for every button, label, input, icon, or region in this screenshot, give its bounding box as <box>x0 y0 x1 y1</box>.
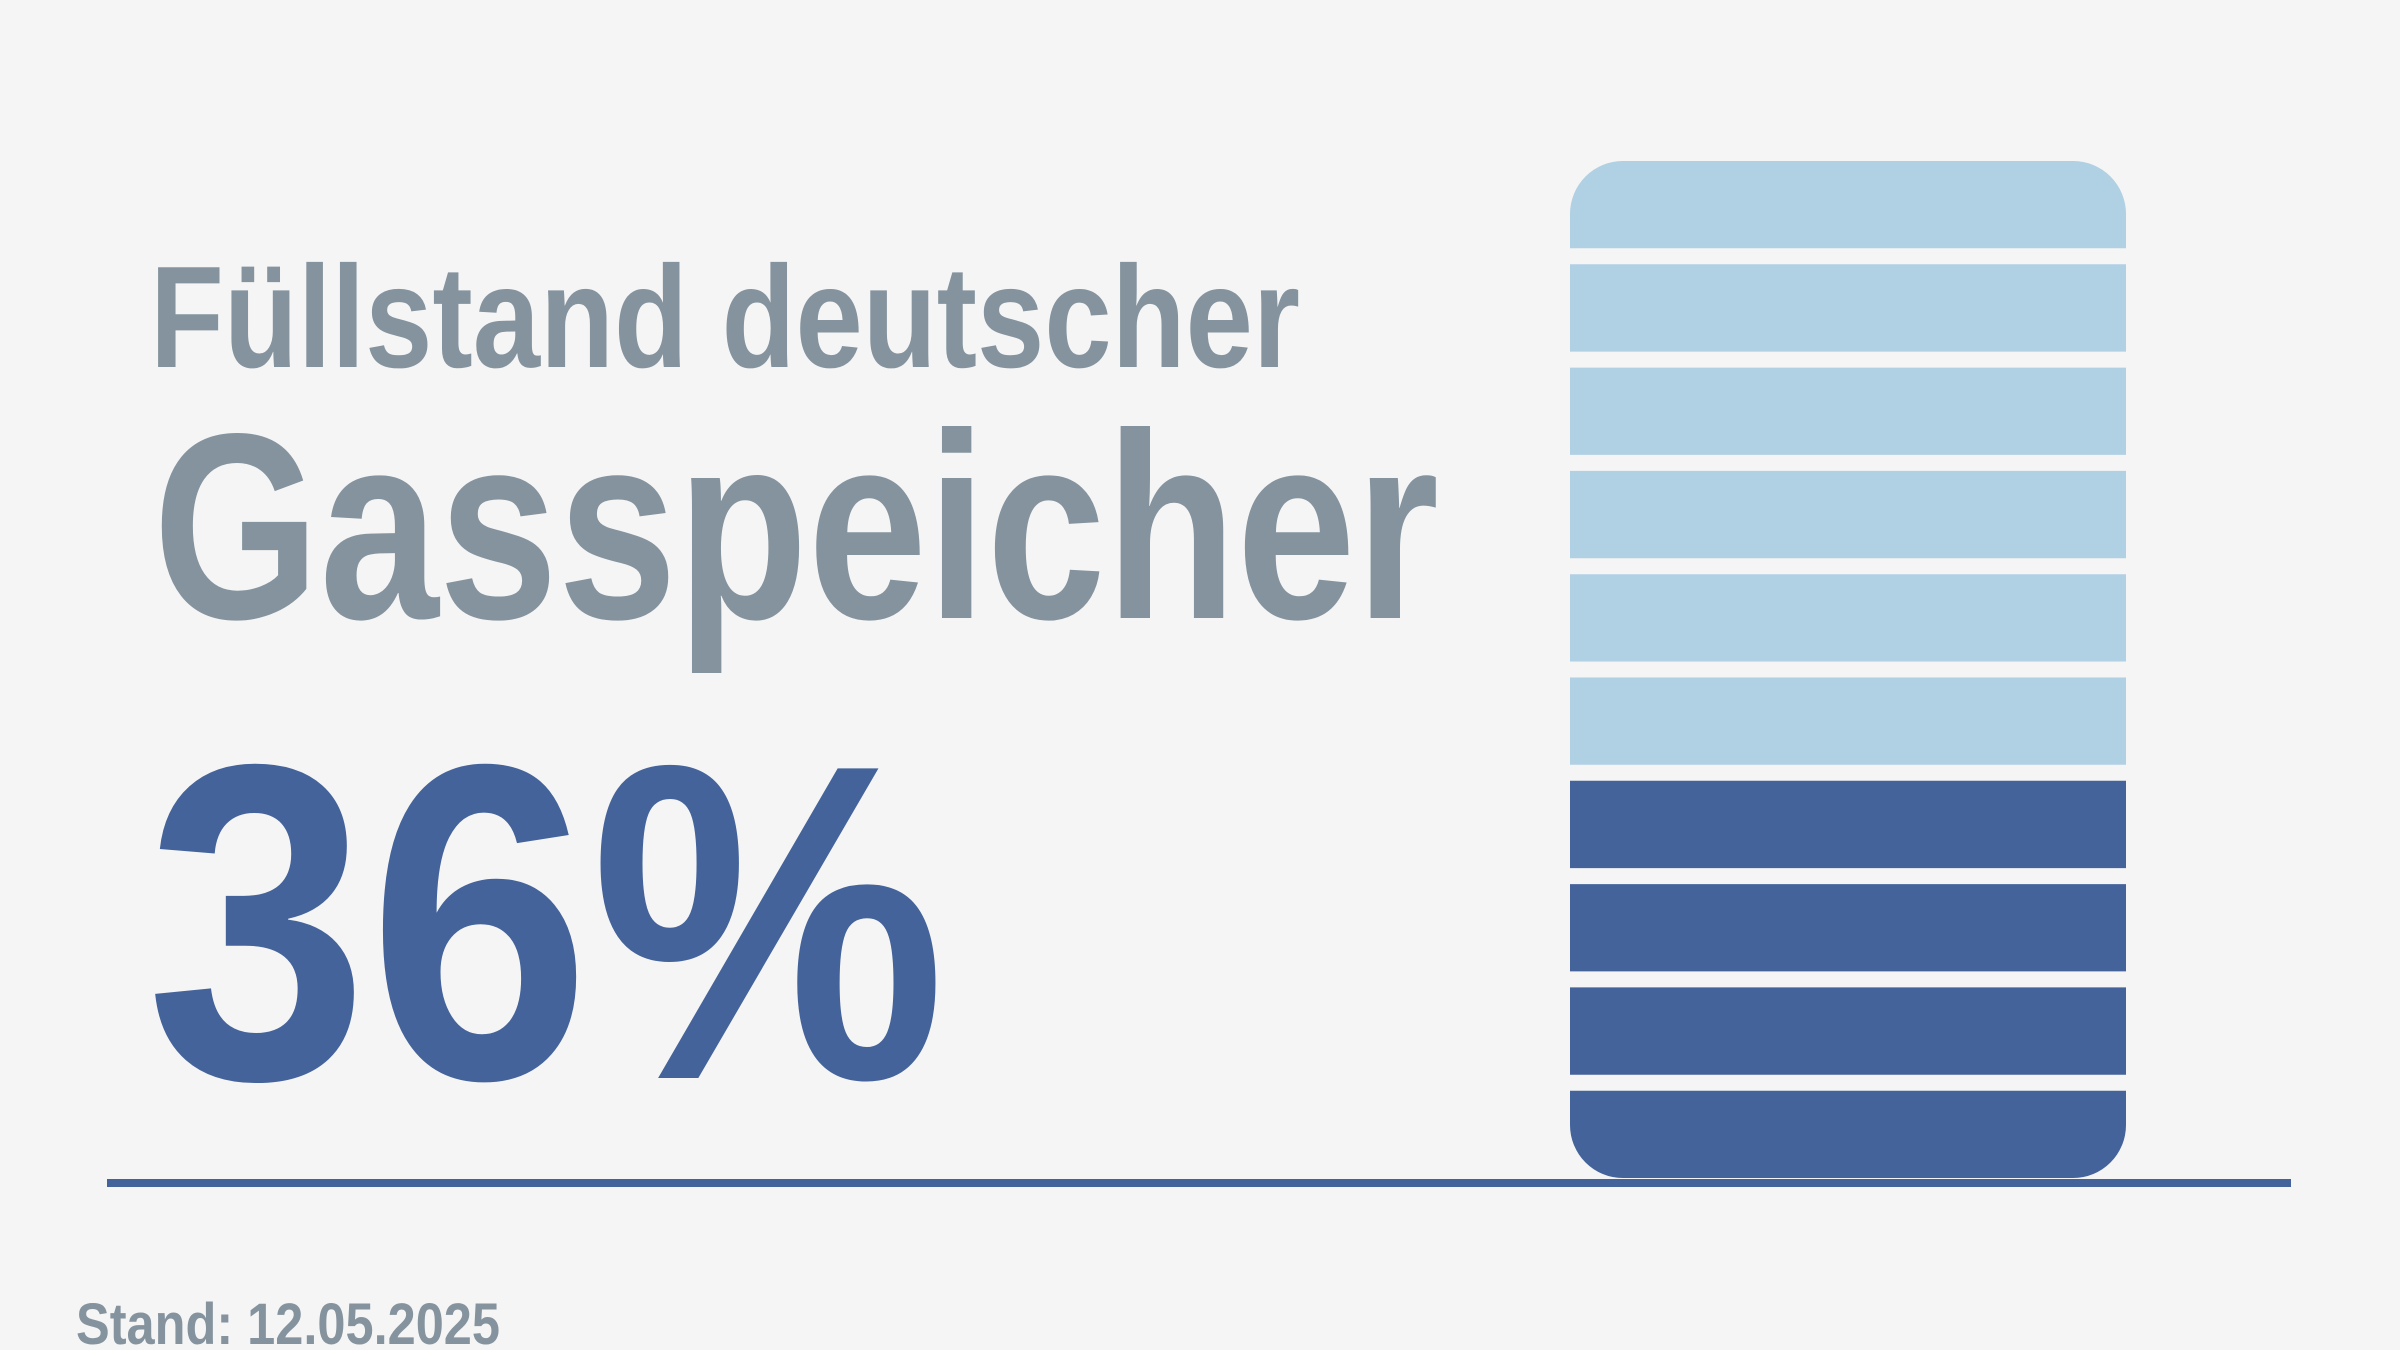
empty-segment <box>1570 677 2126 765</box>
empty-segment <box>1570 161 2126 249</box>
filled-segment <box>1570 884 2126 972</box>
subtitle: Gasspeicher <box>153 379 1439 676</box>
empty-segment <box>1570 264 2126 352</box>
filled-segment <box>1570 1090 2126 1178</box>
filled-segment <box>1570 987 2126 1075</box>
value-label: 36% <box>146 672 946 1174</box>
empty-segment <box>1570 470 2126 559</box>
footnote: Stand: 12.05.2025 <box>76 1292 500 1350</box>
empty-segment <box>1570 574 2126 662</box>
empty-segment <box>1570 367 2126 455</box>
title: Füllstand deutscher <box>150 236 1300 398</box>
filled-segment <box>1570 780 2126 869</box>
